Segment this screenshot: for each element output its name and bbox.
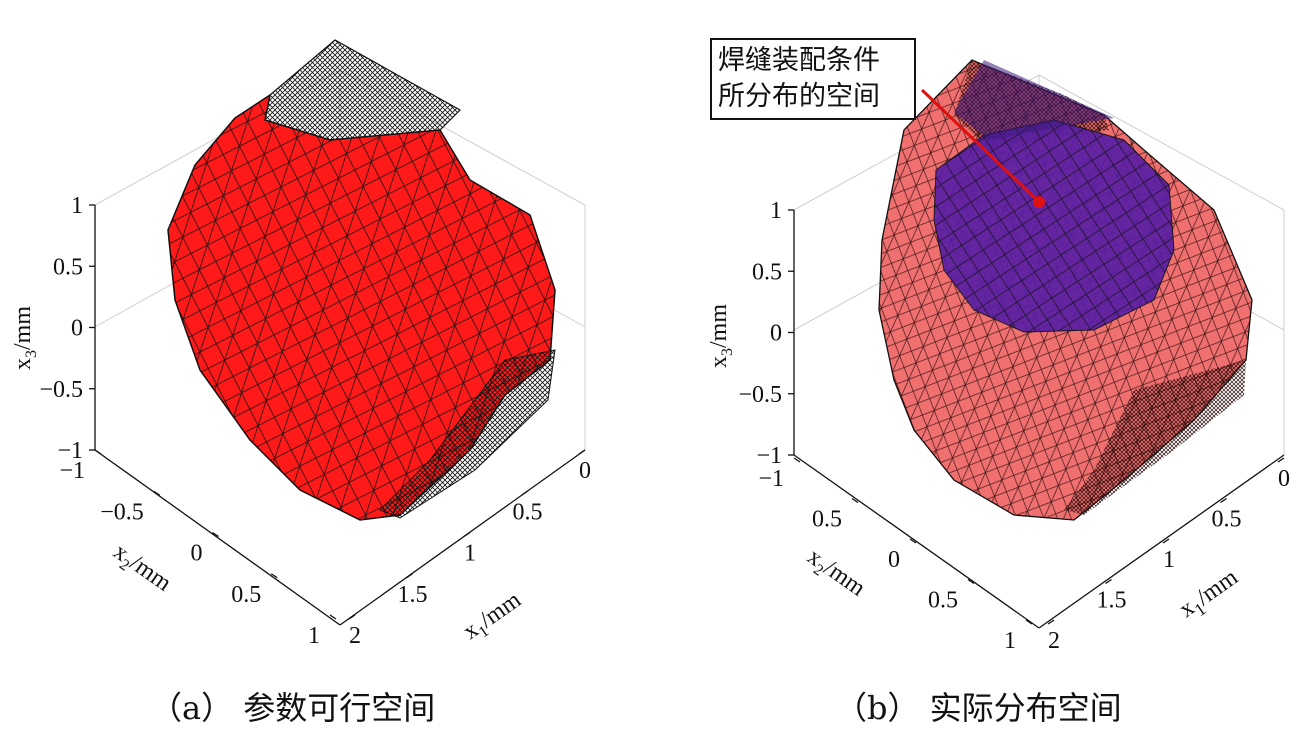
x2-tick-mark [329,614,337,620]
x3-tick-label: 0.5 [53,254,83,280]
x1-tick-label: 0.5 [1212,507,1242,533]
ticks-b: 1 0.5 0 −0.5 −1−1 0.5 0 0.5 1 0 0.5 1 1.5 2 [738,198,1290,654]
x2-tick-label: 0.5 [812,507,842,533]
x1-axis-label: x1/mm [459,587,529,648]
x3-tick-label: −0.5 [738,382,782,408]
x1-tick-label: 2 [1048,628,1060,654]
x2-axis-label: x2/mm [106,539,176,600]
x2-tick-mark [1025,619,1033,625]
x2-tick-mark [270,573,278,579]
x3-tick-label: −0.5 [39,377,83,403]
x2-axis-label: x2/mm [800,544,870,605]
x2-tick-label: 0 [888,547,900,573]
x3-tick-label: −1 [57,438,83,464]
x1-tick-mark [348,614,356,620]
x3-tick-label: 1 [71,193,83,219]
x1-tick-label: 1 [464,541,476,567]
x2-tick-label: 0 [191,541,203,567]
x3-label-a: x3/mm [10,306,40,370]
x2-tick-label: −1 [758,466,784,492]
x3-tick-label: 0.5 [752,259,782,285]
x2-tick-label: 0.5 [928,588,958,614]
x2-tick-label: −0.5 [100,499,144,525]
x3-label-b: x3/mm [706,304,736,368]
x1-tick-mark [1105,578,1112,585]
x3-tick-label: 0 [71,316,83,342]
caption-b: （b） 实际分布空间 [835,689,1122,727]
x1-tick-label: 1.5 [398,582,428,608]
x1-tick-mark [578,449,586,455]
x2-tick-mark [212,531,219,538]
x1-tick-mark [1162,538,1170,544]
x1-tick-label: 2 [349,623,361,649]
x3-tick-label: −1 [756,443,782,469]
annotation-line-1: 焊缝装配条件 [718,45,880,76]
x3-axis-label: x3/mm [10,306,40,370]
x1-tick-label: 0 [579,458,591,484]
x1-tick-mark [521,490,528,496]
x2-tick-mark [153,490,161,496]
surface-a [167,39,556,521]
ticks-a: 1 0.5 0 −0.5 −1−1 −0.5 0 0.5 1 0 0.5 1 1.5 2 [39,193,591,649]
x1-tick-mark [1220,497,1227,504]
x1-tick-mark [1277,457,1285,463]
annotation-pointer [920,88,1045,208]
x2-tick-mark [793,457,801,463]
x2-tick-mark [967,578,975,585]
x1-tick-label: 1 [1163,547,1175,573]
x1-label-b: x1/mm [1175,564,1246,627]
x2-tick-label: −1 [59,458,85,484]
x1-tick-label: 1.5 [1097,588,1127,614]
x2-tick-label: 1 [308,623,320,649]
x2-label-b: x2/mm [800,544,871,605]
chart-a-svg: 1 0.5 0 −0.5 −1−1 −0.5 0 0.5 1 0 0.5 1 1.5 2 x3/mm x2… [10,39,591,649]
chart-panel-a: 1 0.5 0 −0.5 −1 −1 −0.5 0 0.5 1 0 0.5 1 1.5 2 x3/mm x2… [0,0,654,690]
x1-tick-mark [1047,619,1055,625]
x2-tick-mark [909,538,917,544]
x2-tick-mark [94,449,102,455]
chart-panel-b: 1 0.5 0 −0.5 −1 −1 0.5 0 0.5 1 0 0.5 1 1.5 2 x3/mm x2/… [654,0,1308,690]
x2-tick-label: 0.5 [231,582,261,608]
annotation-dot [1033,196,1045,208]
x1-axis-label: x1/mm [1175,564,1246,627]
x3-tick-label: 1 [770,198,782,224]
x1-tick-label: 0.5 [513,499,543,525]
caption-a: （a） 参数可行空间 [150,689,436,727]
chart-b-svg: 1 0.5 0 −0.5 −1−1 0.5 0 0.5 1 0 0.5 1 1.5 2 x3/mm x2/… [706,59,1290,654]
x1-tick-mark [463,531,471,538]
x2-label-a: x2/mm [106,539,177,600]
x1-label-a: x1/mm [459,587,529,648]
x3-axis-label: x3/mm [706,304,736,368]
surface-b [878,59,1253,521]
x2-tick-mark [851,497,859,504]
x1-tick-label: 0 [1278,466,1290,492]
x1-tick-mark [406,573,413,579]
annotation-box: 焊缝装配条件 所分布的空间 [710,38,916,120]
annotation-line-2: 所分布的空间 [718,81,880,112]
x2-tick-label: 1 [1004,628,1016,654]
x3-tick-label: 0 [770,321,782,347]
